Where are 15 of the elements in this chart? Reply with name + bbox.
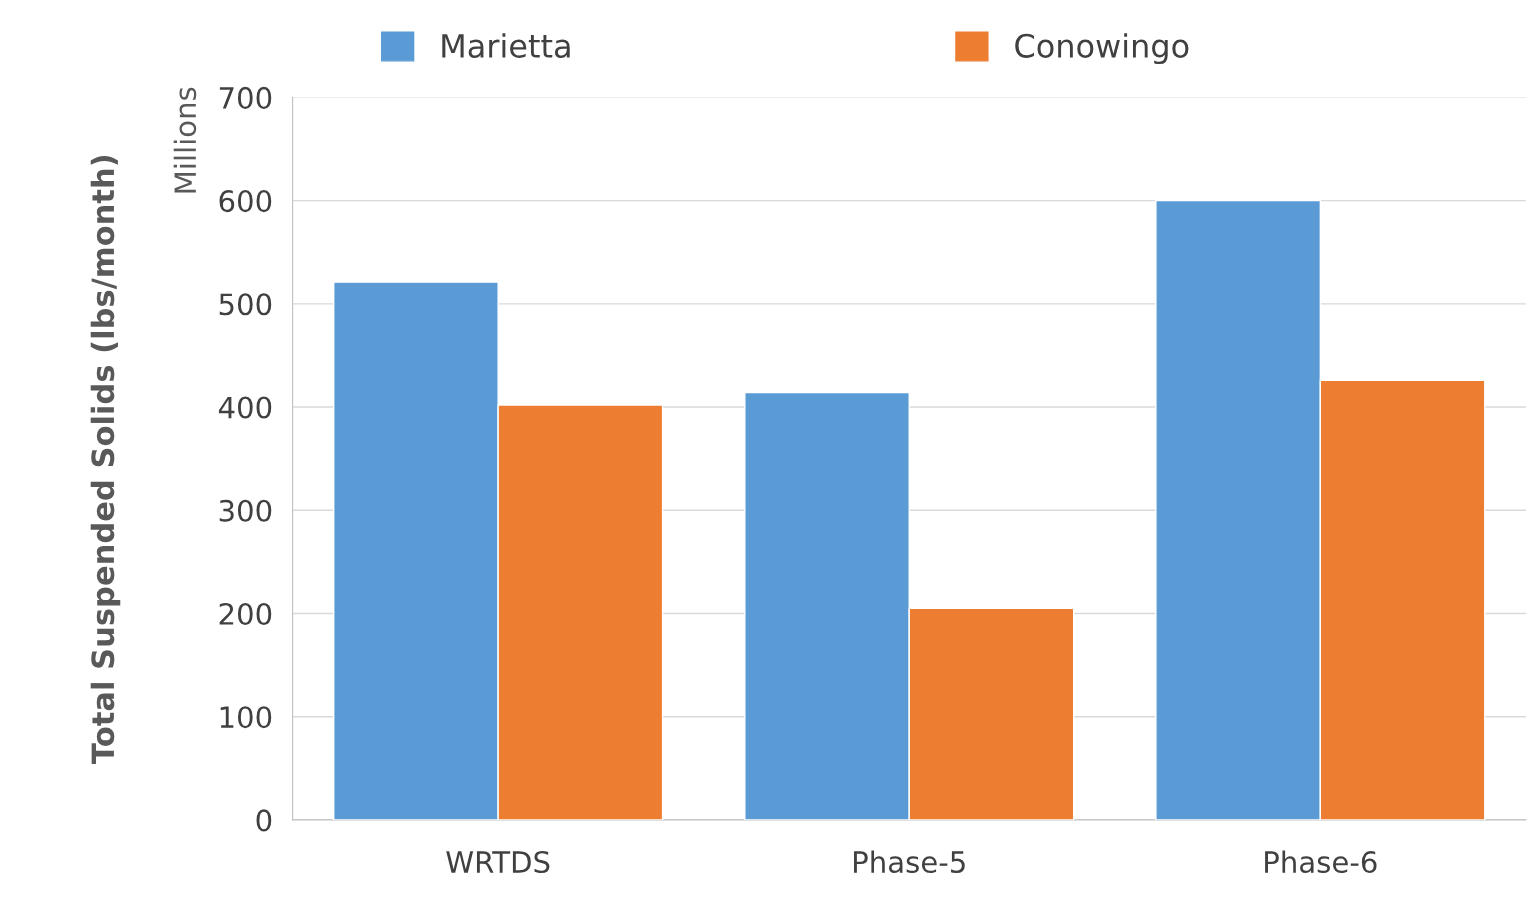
y-tick-label: 300 [219,499,272,522]
y-tick-label: 600 [219,190,272,213]
y-tick-label: 500 [219,293,272,316]
x-tick-label: WRTDS [446,850,550,874]
x-tick-label: Phase-5 [854,850,965,874]
legend-label: Marietta [442,33,570,58]
y-tick-label: 100 [220,706,272,729]
y-tick-label: 0 [256,809,272,832]
y-tick-label: 200 [219,602,272,625]
y-axis-title: Total Suspended Solids (lbs/month) [90,155,121,764]
x-tick-label: Phase-6 [1265,850,1377,874]
y-tick-label: 400 [218,396,272,419]
legend-label: Conowingo [1015,33,1189,65]
text: Millions [173,87,197,193]
y-tick-label: 700 [219,86,272,109]
